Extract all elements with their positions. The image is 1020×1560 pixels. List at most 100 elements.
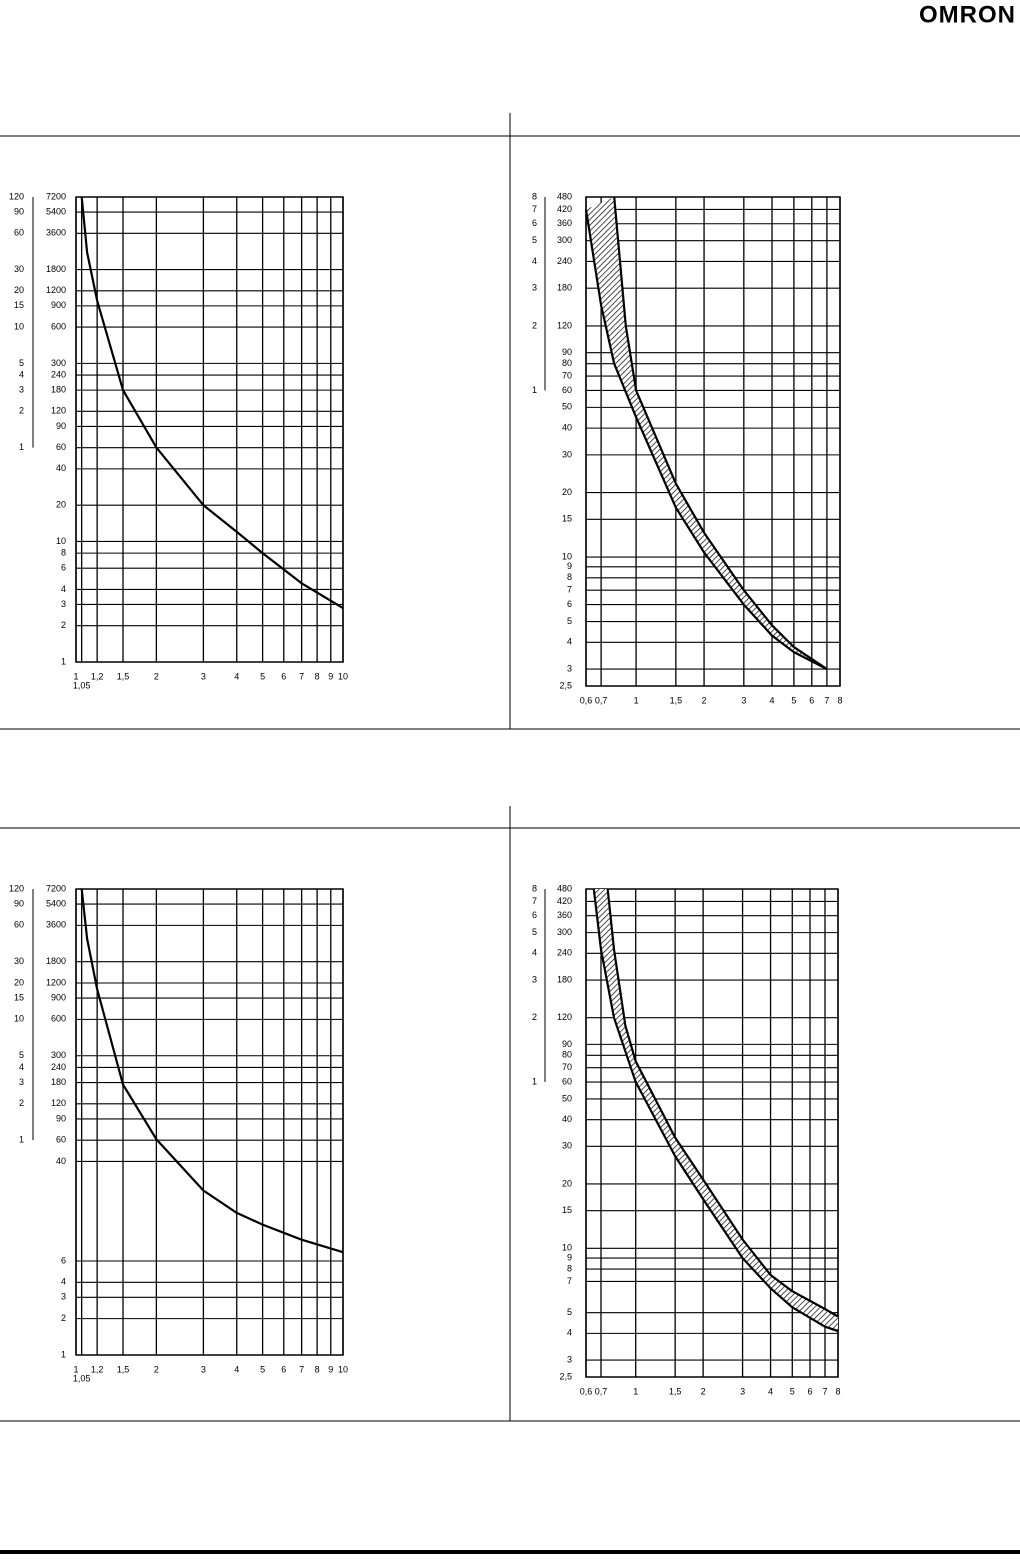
y2-tick-label: 1: [19, 1135, 24, 1145]
y-tick-label: 80: [562, 358, 572, 368]
y2-tick-label: 2: [19, 1098, 24, 1108]
x-tick-label: 9: [328, 671, 333, 681]
x-tick-label: 7: [823, 1386, 828, 1396]
y-tick-label: 30: [562, 449, 572, 459]
y-tick-label: 5400: [46, 898, 66, 908]
y2-tick-label: 2: [532, 320, 537, 330]
y-tick-label: 50: [562, 402, 572, 412]
curve: [592, 888, 839, 1333]
y2-tick-label: 5: [19, 1050, 24, 1060]
x-tick-label: 1,5: [117, 671, 130, 681]
footer-bar: [0, 1550, 1020, 1554]
y2-tick-label: 1: [532, 385, 537, 395]
plot-frame: [585, 196, 841, 687]
x-tick-label: 3: [741, 695, 746, 705]
x-tick-label: 1,5: [117, 1364, 130, 1374]
x-tick-label: 3: [201, 1364, 206, 1374]
y-tick-label: 70: [562, 1062, 572, 1072]
y2-tick-label: 90: [14, 898, 24, 908]
x-tick-label: 8: [315, 671, 320, 681]
y-tick-label: 420: [557, 896, 572, 906]
y2-tick-label: 2: [19, 406, 24, 416]
y-tick-label: 90: [56, 421, 66, 431]
x-tick-label: 6: [281, 671, 286, 681]
y-tick-label: 120: [51, 1098, 66, 1108]
y2-tick-label: 3: [19, 385, 24, 395]
y-tick-label: 180: [557, 283, 572, 293]
x-tick-label: 4: [770, 695, 775, 705]
y2-tick-label: 4: [532, 948, 537, 958]
x-tick-label: 8: [315, 1364, 320, 1374]
x-tick-label: 4: [234, 671, 239, 681]
y-tick-label: 80: [562, 1050, 572, 1060]
y-tick-label: 8: [567, 1263, 572, 1273]
x-tick-label: 6: [281, 1364, 286, 1374]
y-tick-label: 50: [562, 1093, 572, 1103]
y2-tick-label: 20: [14, 285, 24, 295]
y2-tick-label: 15: [14, 992, 24, 1002]
band-fill: [586, 197, 827, 670]
y2-tick-label: 1: [19, 442, 24, 452]
y-tick-label: 240: [51, 369, 66, 379]
y-tick-label: 2,5: [559, 680, 572, 690]
x-tick-label: 1: [73, 671, 78, 681]
y2-tick-label: 4: [19, 369, 24, 379]
x-tick-label: 8: [835, 1386, 840, 1396]
y-tick-label: 420: [557, 204, 572, 214]
y-tick-label: 1800: [46, 956, 66, 966]
y2-tick-label: 5: [532, 927, 537, 937]
y-tick-label: 300: [557, 235, 572, 245]
y-tick-label: 30: [562, 1141, 572, 1151]
y-tick-label: 8: [567, 572, 572, 582]
x-tick-label: 1,5: [670, 695, 683, 705]
logo: OMRON: [919, 1, 1016, 28]
y-tick-label: 1: [61, 1349, 66, 1359]
y-tick-label: 3600: [46, 920, 66, 930]
y-tick-label: 2,5: [559, 1371, 572, 1381]
y-tick-label: 10: [562, 551, 572, 561]
y-tick-label: 60: [56, 442, 66, 452]
y-tick-label: 15: [562, 514, 572, 524]
y-tick-label: 8: [61, 548, 66, 558]
y2-tick-label: 10: [14, 1014, 24, 1024]
curve: [80, 196, 344, 610]
band-fill: [593, 889, 838, 1332]
y-tick-label: 1200: [46, 285, 66, 295]
y2-tick-label: 3: [532, 974, 537, 984]
y2-tick-label: 6: [532, 910, 537, 920]
plot-frame: [75, 888, 344, 1356]
y-tick-label: 90: [562, 1039, 572, 1049]
y-tick-label: 300: [51, 1050, 66, 1060]
plot-frame: [75, 196, 344, 663]
y-tick-label: 480: [557, 883, 572, 893]
y2-tick-label: 30: [14, 264, 24, 274]
y-tick-label: 5: [567, 616, 572, 626]
x-tick-label: 1,05: [73, 1373, 91, 1383]
y2-tick-label: 30: [14, 956, 24, 966]
x-tick-label: 2: [154, 671, 159, 681]
x-tick-label: 1: [633, 1386, 638, 1396]
y-tick-label: 4: [61, 1277, 66, 1287]
y-tick-label: 360: [557, 910, 572, 920]
x-tick-label: 6: [809, 695, 814, 705]
y2-tick-label: 5: [532, 235, 537, 245]
y-tick-label: 4: [567, 637, 572, 647]
y2-tick-label: 8: [532, 883, 537, 893]
y-tick-label: 300: [557, 927, 572, 937]
y-tick-label: 120: [557, 320, 572, 330]
y-tick-label: 5400: [46, 206, 66, 216]
y-tick-label: 4: [567, 1328, 572, 1338]
y-tick-label: 20: [56, 500, 66, 510]
y-tick-label: 10: [562, 1243, 572, 1253]
x-tick-label: 7: [299, 671, 304, 681]
x-tick-label: 2: [702, 695, 707, 705]
y2-tick-label: 2: [532, 1012, 537, 1022]
y-tick-label: 9: [567, 1252, 572, 1262]
y-tick-label: 9: [567, 561, 572, 571]
y2-tick-label: 120: [9, 191, 24, 201]
curve: [606, 888, 839, 1318]
y-tick-label: 3: [567, 1354, 572, 1364]
y2-tick-label: 120: [9, 883, 24, 893]
y-tick-label: 6: [61, 1255, 66, 1265]
